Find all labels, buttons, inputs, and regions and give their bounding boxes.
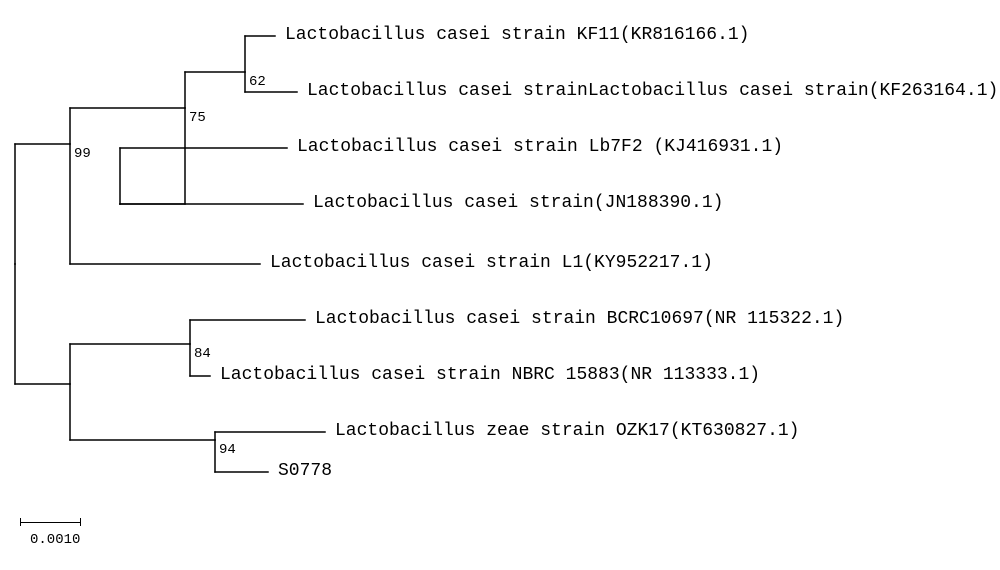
bootstrap-value: 75: [189, 110, 206, 126]
bootstrap-value: 94: [219, 442, 236, 458]
scale-line: [20, 522, 80, 523]
scale-label: 0.0010: [30, 532, 80, 548]
bootstrap-value: 62: [249, 74, 266, 90]
bootstrap-value: 99: [74, 146, 91, 162]
leaf-label: Lactobacillus casei strain NBRC 15883(NR…: [220, 365, 760, 385]
leaf-label: Lactobacillus casei strainLactobacillus …: [307, 81, 998, 101]
leaf-label: Lactobacillus casei strain(JN188390.1): [313, 193, 723, 213]
leaf-label: S0778: [278, 461, 332, 481]
leaf-label: Lactobacillus casei strain L1(KY952217.1…: [270, 253, 713, 273]
leaf-label: Lactobacillus casei strain Lb7F2 (KJ4169…: [297, 137, 783, 157]
bootstrap-value: 84: [194, 346, 211, 362]
leaf-label: Lactobacillus zeae strain OZK17(KT630827…: [335, 421, 799, 441]
leaf-label: Lactobacillus casei strain BCRC10697(NR …: [315, 309, 844, 329]
scale-tick-right: [80, 518, 81, 526]
leaf-label: Lactobacillus casei strain KF11(KR816166…: [285, 25, 749, 45]
